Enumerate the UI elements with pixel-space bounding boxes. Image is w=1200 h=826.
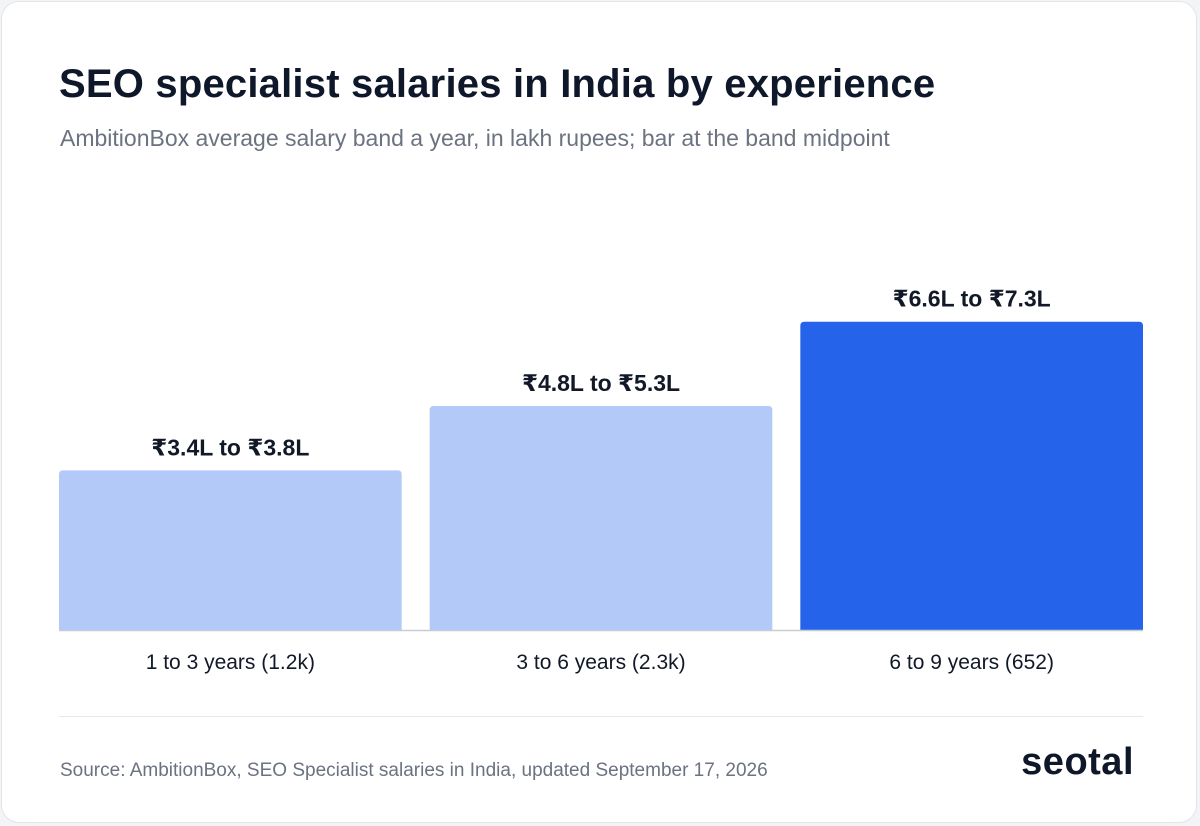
bar-1 [59,470,402,630]
chart-subtitle: AmbitionBox average salary band a year, … [60,125,890,151]
bar-2 [429,406,773,630]
bar-chart: ₹3.4L to ₹3.8L 1 to 3 years (1.2k) ₹4.8L t… [59,286,1143,674]
bar-value-label: ₹3.4L to ₹3.8L [151,434,309,460]
bar-value-label: ₹6.6L to ₹7.3L [893,286,1051,312]
chart-title: SEO specialist salaries in India by expe… [59,62,936,106]
source-note: Source: AmbitionBox, SEO Specialist sala… [60,760,768,781]
footer-divider [59,716,1143,717]
brand-logo: seotal [1021,741,1134,783]
bar-3 [800,321,1143,630]
category-label: 6 to 9 years (652) [889,651,1054,674]
bar-value-label: ₹4.8L to ₹5.3L [522,370,680,396]
category-label: 3 to 6 years (2.3k) [516,651,685,674]
category-label: 1 to 3 years (1.2k) [146,651,315,674]
